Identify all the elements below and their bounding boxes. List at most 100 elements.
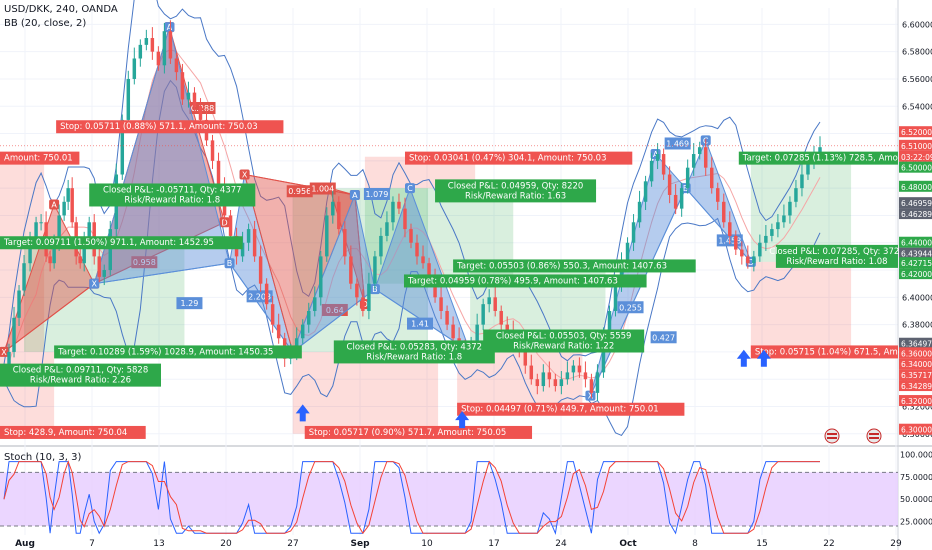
pattern-point-label: D [748, 258, 754, 267]
pattern-point-label: A [167, 23, 173, 32]
candle-body [800, 174, 804, 189]
candle-body [264, 283, 269, 305]
ratio-label: 0.427 [652, 333, 675, 342]
candle-body [439, 297, 443, 311]
flag-stripe [827, 433, 837, 435]
x-tick-label: 29 [890, 539, 902, 549]
candle-body [240, 242, 245, 257]
annotation-box [738, 151, 898, 165]
x-tick-label: 7 [89, 539, 95, 549]
candle-body [595, 372, 600, 393]
candle-body [355, 283, 359, 298]
annotation-text: Closed P&L: -0.05711, Qty: 4377 [103, 185, 242, 195]
candle-body [722, 201, 726, 223]
candles [7, 20, 822, 402]
candle-body [559, 379, 564, 387]
candle-body [82, 242, 86, 264]
price-axis-badge [899, 257, 932, 269]
annotation-text: Risk/Reward Ratio: 1.8 [124, 195, 220, 205]
candle-body [138, 44, 143, 59]
candle-body [776, 222, 780, 230]
price-axis-badge [899, 423, 932, 435]
candle-body [499, 310, 503, 325]
x-tick-label: 27 [287, 539, 298, 549]
ratio-badge [131, 256, 158, 269]
candle-body [782, 215, 786, 223]
candle-body [57, 215, 61, 243]
candle-body [613, 283, 618, 311]
ratio-label: 2.203 [248, 292, 271, 301]
pattern-point-label: B [227, 259, 233, 268]
candle-body [716, 188, 720, 202]
x-tick-label: 20 [220, 539, 232, 549]
pattern-point-label: A [653, 150, 659, 159]
candle-body [12, 317, 16, 352]
candle-body [397, 201, 401, 209]
stoch-tick-label: 50.0000 [900, 495, 932, 504]
annotation-box [404, 151, 633, 165]
annotation-box [750, 345, 898, 359]
x-tick-label: 13 [153, 539, 164, 549]
candle-body [108, 229, 112, 271]
candle-body [294, 338, 299, 352]
price-axis-badge-text: 6.42000 [901, 270, 932, 279]
candle-body [87, 222, 91, 243]
annotation-box [0, 151, 80, 165]
y-tick-label: 6.56000 [902, 75, 932, 84]
candle-body [794, 188, 798, 202]
price-axis-badge [899, 139, 932, 151]
annotation-text: Stop: 0.05715 (1.04%) 671.5, Amount: 750… [755, 347, 932, 357]
pattern-point-label: X [1, 348, 7, 357]
stoch-tick-label: 75.0000 [900, 473, 932, 482]
candle-body [649, 160, 654, 182]
candle-body [589, 379, 594, 393]
flag-stripe [869, 433, 879, 435]
candle-body [631, 222, 636, 243]
price-axis-badge [899, 358, 932, 370]
candle-body [788, 201, 792, 216]
pattern-point-badge [404, 183, 415, 194]
candle-body [691, 154, 696, 168]
ratio-label: 1.41 [411, 320, 429, 329]
candle-body [52, 242, 56, 264]
price-axis-badge-text: 6.32000 [901, 397, 932, 406]
ratio-badge [176, 297, 203, 310]
pattern-point-label: X [91, 280, 97, 289]
price-axis-badge-text: 6.46959 [901, 199, 932, 208]
candle-body [746, 256, 750, 264]
annotation-box [0, 363, 161, 387]
price-axis-badge [899, 180, 932, 192]
candle-body [673, 194, 678, 209]
annotation-text: Risk/Reward Ratio: 2.26 [30, 376, 131, 386]
pattern-point-label: D [362, 300, 368, 309]
x-tick-label: 17 [488, 539, 499, 549]
candle-body [126, 78, 131, 120]
annotation-box [0, 236, 243, 250]
candle-body [583, 372, 588, 380]
candle-body [331, 201, 335, 216]
candle-body [541, 372, 546, 387]
y-tick-label: 6.60000 [902, 20, 932, 29]
x-tick-label: 15 [756, 539, 767, 549]
x-tick-label: Aug [15, 539, 35, 549]
candle-body [643, 181, 648, 202]
trade-zone [292, 351, 439, 434]
pattern-point-badge [89, 278, 100, 289]
candle-body [252, 229, 257, 257]
candle-body [17, 290, 21, 318]
annotation-text: Target: 0.05503 (0.86%) 550.3, Amount: 1… [456, 261, 667, 271]
annotation-box [54, 345, 302, 359]
candle-body [421, 256, 425, 264]
price-axis-badge [899, 197, 932, 209]
candle-body [679, 188, 684, 209]
ratio-badge [309, 182, 336, 195]
candle-body [34, 222, 38, 243]
price-axis-badge-text: 6.35717 [901, 371, 932, 380]
candle-body [764, 235, 768, 243]
bb-indicator-label: BB (20, close, 2) [4, 18, 87, 29]
candle-body [709, 167, 714, 189]
price-axis-badge-text: 6.51000 [901, 142, 932, 151]
candle-body [102, 270, 106, 277]
candle-body [156, 51, 161, 66]
